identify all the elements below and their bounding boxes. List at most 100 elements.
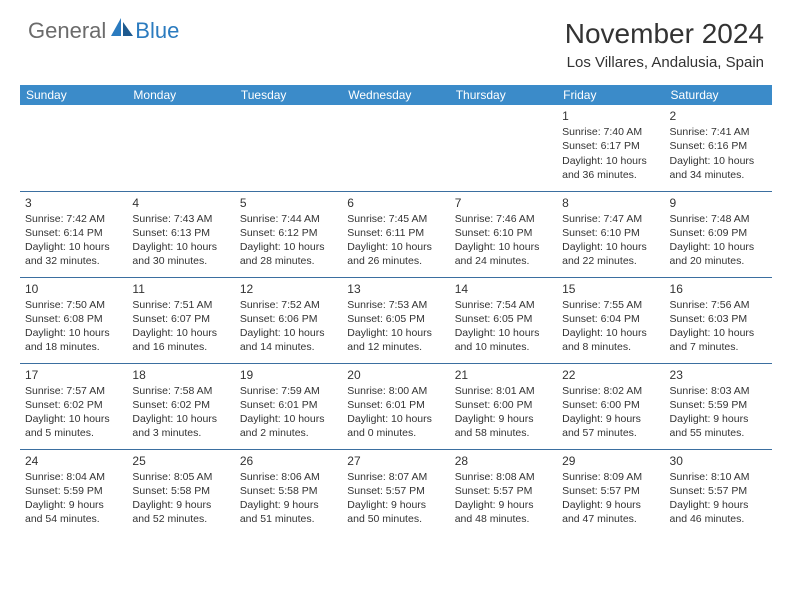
daylight-line: Daylight: 10 hours (347, 412, 444, 426)
sunrise-line: Sunrise: 7:57 AM (25, 384, 122, 398)
sunset-line: Sunset: 6:11 PM (347, 226, 444, 240)
day-number: 10 (25, 281, 122, 297)
sunset-line: Sunset: 6:14 PM (25, 226, 122, 240)
daylight-line: and 26 minutes. (347, 254, 444, 268)
day-header: Monday (127, 85, 234, 105)
sunset-line: Sunset: 5:58 PM (240, 484, 337, 498)
sunset-line: Sunset: 5:57 PM (670, 484, 767, 498)
day-number: 17 (25, 367, 122, 383)
day-number: 5 (240, 195, 337, 211)
calendar-row: 10Sunrise: 7:50 AMSunset: 6:08 PMDayligh… (20, 277, 772, 363)
calendar-cell: 27Sunrise: 8:07 AMSunset: 5:57 PMDayligh… (342, 449, 449, 535)
daylight-line: and 30 minutes. (132, 254, 229, 268)
day-number: 2 (670, 108, 767, 124)
daylight-line: and 2 minutes. (240, 426, 337, 440)
sunrise-line: Sunrise: 8:00 AM (347, 384, 444, 398)
calendar-cell: 10Sunrise: 7:50 AMSunset: 6:08 PMDayligh… (20, 277, 127, 363)
day-number: 1 (562, 108, 659, 124)
daylight-line: and 50 minutes. (347, 512, 444, 526)
sunrise-line: Sunrise: 8:10 AM (670, 470, 767, 484)
sunset-line: Sunset: 6:02 PM (132, 398, 229, 412)
daylight-line: Daylight: 10 hours (562, 326, 659, 340)
sunrise-line: Sunrise: 8:09 AM (562, 470, 659, 484)
calendar-row: 17Sunrise: 7:57 AMSunset: 6:02 PMDayligh… (20, 363, 772, 449)
day-number: 8 (562, 195, 659, 211)
sail-icon (111, 18, 133, 38)
day-number: 23 (670, 367, 767, 383)
day-number: 14 (455, 281, 552, 297)
day-number: 20 (347, 367, 444, 383)
sunset-line: Sunset: 6:13 PM (132, 226, 229, 240)
calendar-cell: 19Sunrise: 7:59 AMSunset: 6:01 PMDayligh… (235, 363, 342, 449)
logo-text-part1: General (28, 18, 106, 44)
sunrise-line: Sunrise: 7:53 AM (347, 298, 444, 312)
sunset-line: Sunset: 6:17 PM (562, 139, 659, 153)
daylight-line: Daylight: 10 hours (132, 412, 229, 426)
daylight-line: Daylight: 10 hours (670, 240, 767, 254)
daylight-line: Daylight: 10 hours (25, 412, 122, 426)
daylight-line: and 22 minutes. (562, 254, 659, 268)
day-number: 19 (240, 367, 337, 383)
calendar-cell: 24Sunrise: 8:04 AMSunset: 5:59 PMDayligh… (20, 449, 127, 535)
day-number: 7 (455, 195, 552, 211)
daylight-line: Daylight: 9 hours (25, 498, 122, 512)
sunrise-line: Sunrise: 7:55 AM (562, 298, 659, 312)
daylight-line: and 12 minutes. (347, 340, 444, 354)
sunset-line: Sunset: 6:07 PM (132, 312, 229, 326)
daylight-line: and 52 minutes. (132, 512, 229, 526)
daylight-line: and 14 minutes. (240, 340, 337, 354)
daylight-line: and 51 minutes. (240, 512, 337, 526)
day-number: 21 (455, 367, 552, 383)
calendar-cell: 25Sunrise: 8:05 AMSunset: 5:58 PMDayligh… (127, 449, 234, 535)
daylight-line: Daylight: 9 hours (347, 498, 444, 512)
sunrise-line: Sunrise: 7:43 AM (132, 212, 229, 226)
calendar-cell (127, 105, 234, 191)
daylight-line: and 32 minutes. (25, 254, 122, 268)
sunset-line: Sunset: 6:05 PM (347, 312, 444, 326)
day-number: 6 (347, 195, 444, 211)
day-header: Sunday (20, 85, 127, 105)
daylight-line: Daylight: 10 hours (240, 412, 337, 426)
sunset-line: Sunset: 5:57 PM (455, 484, 552, 498)
daylight-line: and 28 minutes. (240, 254, 337, 268)
calendar-cell: 7Sunrise: 7:46 AMSunset: 6:10 PMDaylight… (450, 191, 557, 277)
month-title: November 2024 (565, 18, 764, 50)
sunset-line: Sunset: 5:57 PM (347, 484, 444, 498)
calendar-cell: 17Sunrise: 7:57 AMSunset: 6:02 PMDayligh… (20, 363, 127, 449)
sunset-line: Sunset: 6:00 PM (455, 398, 552, 412)
calendar-row: 24Sunrise: 8:04 AMSunset: 5:59 PMDayligh… (20, 449, 772, 535)
sunset-line: Sunset: 6:00 PM (562, 398, 659, 412)
sunset-line: Sunset: 5:57 PM (562, 484, 659, 498)
day-header: Wednesday (342, 85, 449, 105)
daylight-line: and 46 minutes. (670, 512, 767, 526)
sunset-line: Sunset: 6:02 PM (25, 398, 122, 412)
calendar-cell: 3Sunrise: 7:42 AMSunset: 6:14 PMDaylight… (20, 191, 127, 277)
sunset-line: Sunset: 5:59 PM (25, 484, 122, 498)
sunrise-line: Sunrise: 7:56 AM (670, 298, 767, 312)
calendar-cell: 23Sunrise: 8:03 AMSunset: 5:59 PMDayligh… (665, 363, 772, 449)
calendar-cell: 4Sunrise: 7:43 AMSunset: 6:13 PMDaylight… (127, 191, 234, 277)
day-number: 13 (347, 281, 444, 297)
sunrise-line: Sunrise: 7:40 AM (562, 125, 659, 139)
daylight-line: Daylight: 9 hours (562, 412, 659, 426)
calendar-cell: 18Sunrise: 7:58 AMSunset: 6:02 PMDayligh… (127, 363, 234, 449)
daylight-line: Daylight: 10 hours (347, 240, 444, 254)
day-number: 15 (562, 281, 659, 297)
sunrise-line: Sunrise: 7:42 AM (25, 212, 122, 226)
calendar-cell: 30Sunrise: 8:10 AMSunset: 5:57 PMDayligh… (665, 449, 772, 535)
calendar-cell: 12Sunrise: 7:52 AMSunset: 6:06 PMDayligh… (235, 277, 342, 363)
calendar-cell: 16Sunrise: 7:56 AMSunset: 6:03 PMDayligh… (665, 277, 772, 363)
day-number: 12 (240, 281, 337, 297)
daylight-line: Daylight: 10 hours (670, 154, 767, 168)
sunset-line: Sunset: 6:10 PM (455, 226, 552, 240)
calendar-cell (20, 105, 127, 191)
calendar-cell: 5Sunrise: 7:44 AMSunset: 6:12 PMDaylight… (235, 191, 342, 277)
daylight-line: Daylight: 10 hours (347, 326, 444, 340)
day-number: 29 (562, 453, 659, 469)
daylight-line: and 36 minutes. (562, 168, 659, 182)
daylight-line: Daylight: 10 hours (25, 240, 122, 254)
day-number: 18 (132, 367, 229, 383)
calendar-cell (450, 105, 557, 191)
daylight-line: Daylight: 10 hours (455, 326, 552, 340)
daylight-line: and 58 minutes. (455, 426, 552, 440)
